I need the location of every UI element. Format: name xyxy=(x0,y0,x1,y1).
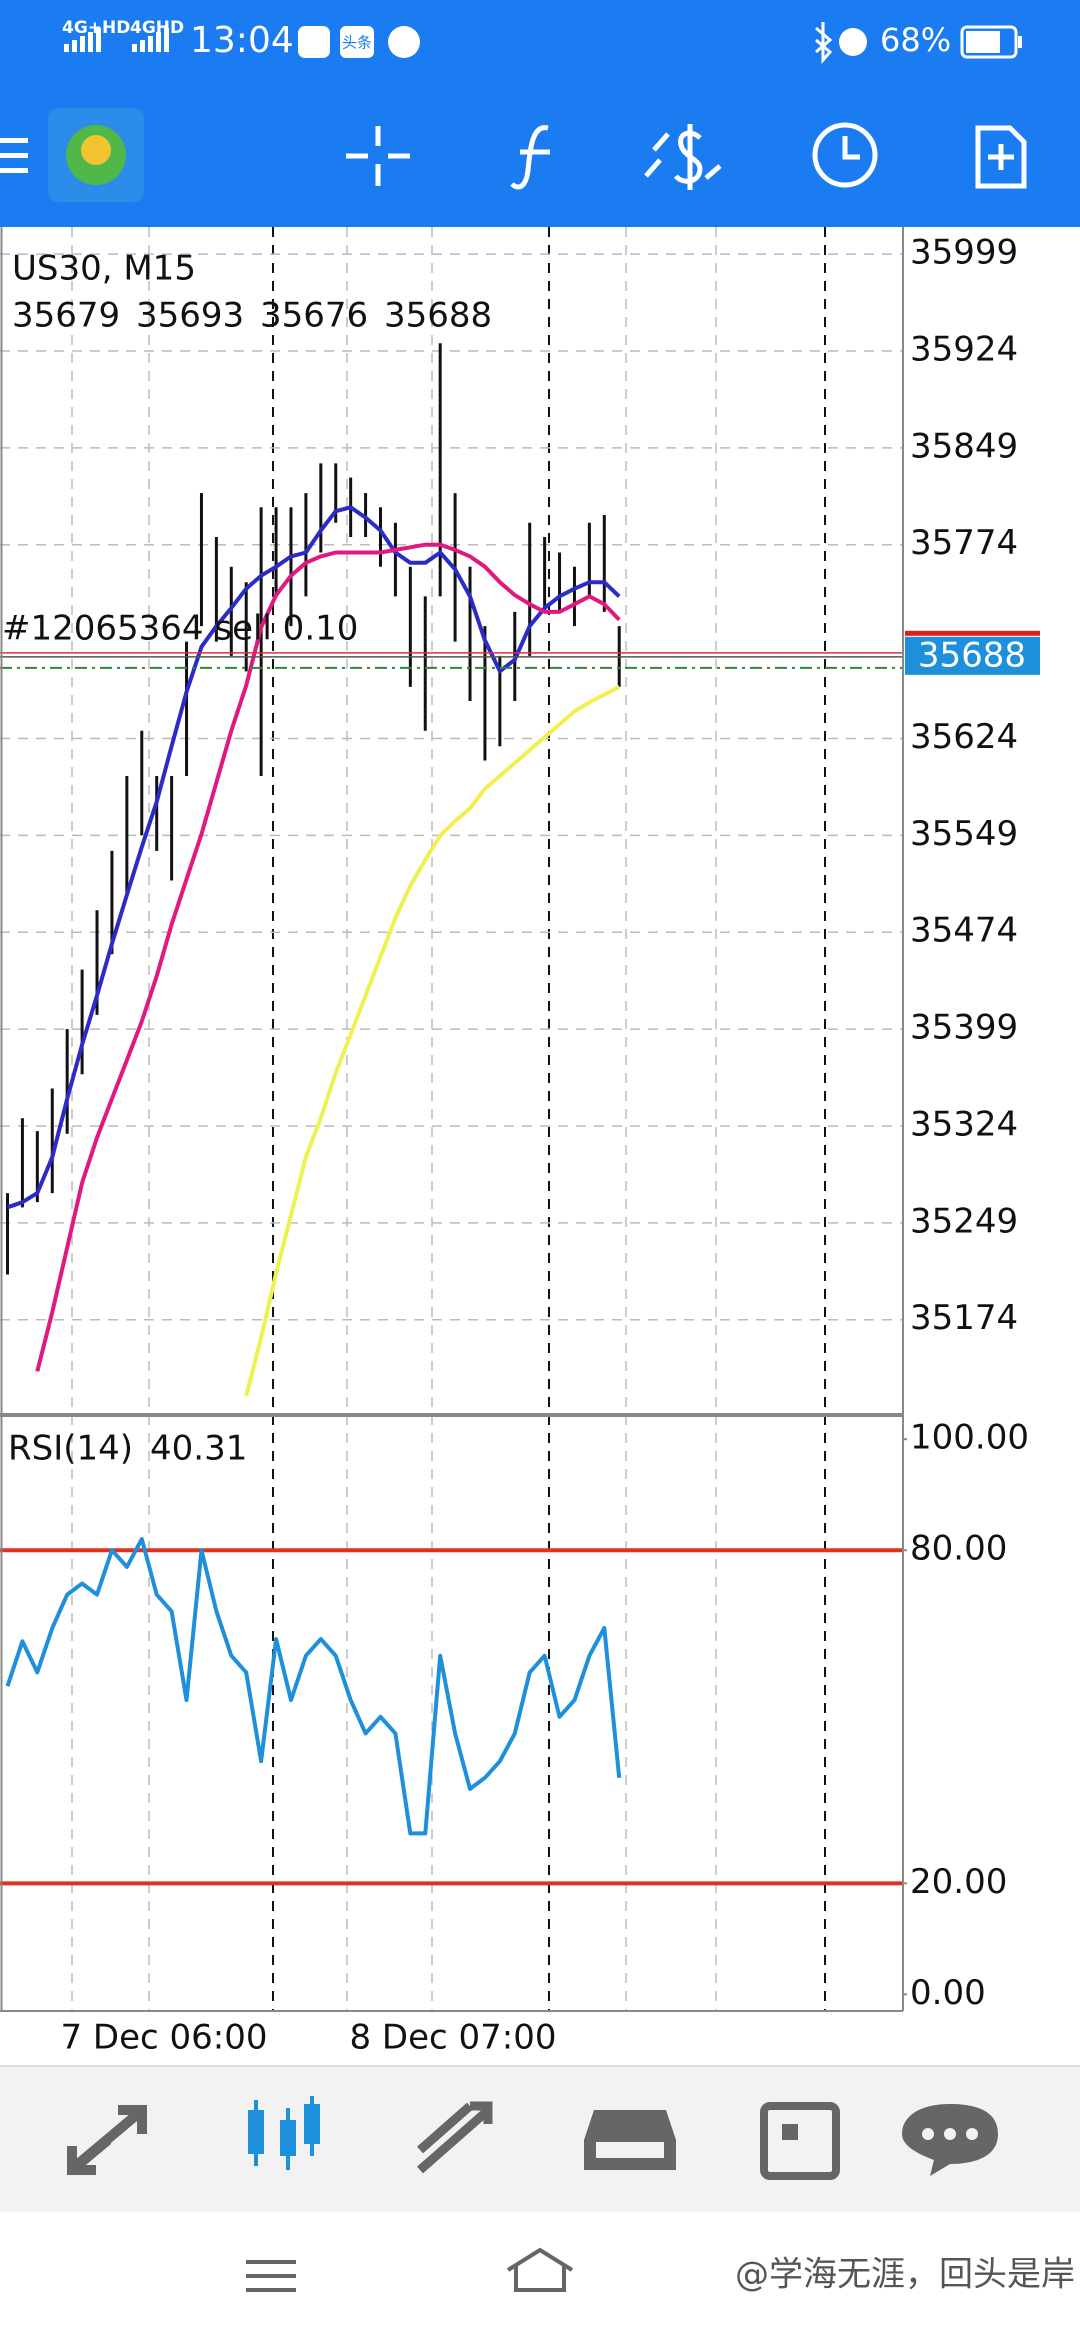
battery-fill xyxy=(966,31,1000,53)
signal-icons xyxy=(64,28,169,52)
watermark: @学海无涯，回头是岸 xyxy=(735,2255,1075,2295)
ohlc-value: 35688 xyxy=(384,296,492,336)
y-tick-label: 35774 xyxy=(910,523,1018,563)
y-tick-label: 35624 xyxy=(910,717,1018,757)
x-axis-label: 7 Dec 06:00 xyxy=(60,2018,267,2058)
chart: 35174 35249 35324 35399 35474 35549 35624 35774… xyxy=(0,227,1040,2013)
ask-marker xyxy=(905,630,1040,636)
ohlc-value: 35679 xyxy=(12,296,120,336)
indicators-button[interactable] xyxy=(510,125,550,190)
y-tick-label: 35474 xyxy=(910,911,1018,951)
price-axis xyxy=(905,227,1080,2066)
price-tag xyxy=(905,636,1040,675)
history-tab[interactable] xyxy=(584,2110,676,2170)
y-tick-label: 100.00 xyxy=(910,1418,1029,1458)
battery-icon xyxy=(960,25,1018,59)
app-logo-mark xyxy=(81,135,111,165)
app-icon xyxy=(340,26,374,58)
current-price: 35688 xyxy=(918,635,1026,675)
y-tick-label: 35399 xyxy=(910,1008,1018,1048)
quotes-tab[interactable] xyxy=(67,2105,147,2175)
alarm-icon xyxy=(839,28,867,56)
y-tick-label: 35174 xyxy=(910,1298,1018,1338)
y-tick-label: 35324 xyxy=(910,1104,1018,1144)
bottom-nav xyxy=(0,2066,1080,2212)
y-tick-label: 20.00 xyxy=(910,1862,1007,1902)
indicator-title: RSI(14) xyxy=(8,1429,133,1469)
series-line xyxy=(35,542,621,1372)
symbol-title: US30, M15 xyxy=(12,249,196,289)
series-line xyxy=(6,505,621,1210)
y-tick-label: 35849 xyxy=(910,426,1018,466)
history-tab-detail xyxy=(596,2142,664,2158)
order-label: #12065364 sell 0.10 xyxy=(2,608,358,648)
battery-level: 68% xyxy=(880,21,951,59)
y-tick-label: 0.00 xyxy=(910,1973,986,2013)
new-order-button[interactable] xyxy=(975,125,1027,189)
app-icon xyxy=(388,26,420,58)
y-tick-label: 35999 xyxy=(910,233,1018,273)
chat-tab-dots xyxy=(922,2128,978,2140)
ohlc-value: 35693 xyxy=(136,296,244,336)
system-menu-button[interactable] xyxy=(246,2260,296,2292)
x-axis-label: 8 Dec 07:00 xyxy=(349,2018,556,2058)
trade-button[interactable] xyxy=(644,124,722,190)
indicator-value: 40.31 xyxy=(150,1429,247,1469)
system-home-button[interactable] xyxy=(506,2247,574,2292)
network-label: 4GHD xyxy=(130,18,184,38)
crosshair-button[interactable] xyxy=(346,126,410,186)
series-line xyxy=(5,1537,622,1836)
clock: 13:04 xyxy=(190,20,294,61)
battery-tip xyxy=(1018,36,1022,48)
period-button[interactable] xyxy=(812,122,878,188)
series-line xyxy=(244,685,621,1397)
app-header xyxy=(0,0,1080,227)
chart-tab[interactable] xyxy=(248,2096,320,2170)
y-tick-label: 35924 xyxy=(910,329,1018,369)
y-tick-label: 80.00 xyxy=(910,1529,1007,1569)
y-tick-label: 35249 xyxy=(910,1201,1018,1241)
news-tab-detail xyxy=(782,2124,798,2140)
menu-button[interactable] xyxy=(0,138,28,173)
app-icon xyxy=(298,26,330,58)
chart-area xyxy=(0,227,1080,2066)
y-tick-label: 35549 xyxy=(910,814,1018,854)
ohlc-value: 35676 xyxy=(260,296,368,336)
app-badge: 头条 xyxy=(342,34,372,52)
bluetooth-icon xyxy=(815,22,833,64)
trade-tab[interactable] xyxy=(417,2101,493,2174)
news-tab[interactable] xyxy=(760,2102,840,2180)
